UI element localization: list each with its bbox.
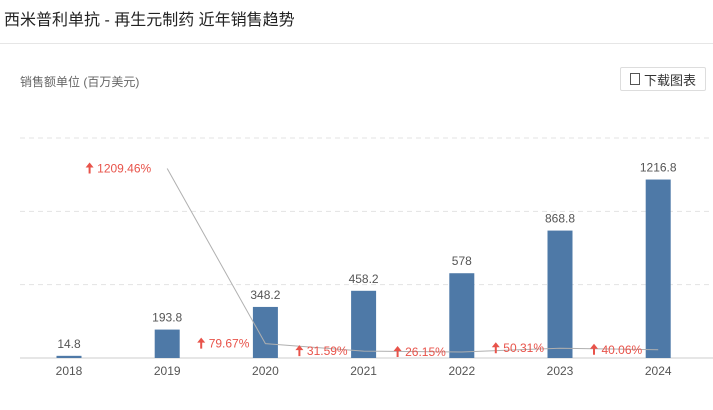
bar xyxy=(154,329,180,358)
arrow-up-icon xyxy=(491,342,500,354)
growth-label: 1209.46% xyxy=(97,162,151,176)
growth-label: 79.67% xyxy=(209,337,250,351)
x-tick-label: 2024 xyxy=(645,364,672,378)
growth-label: 40.06% xyxy=(601,343,642,357)
x-tick-label: 2019 xyxy=(154,364,181,378)
growth-label: 31.59% xyxy=(307,344,348,358)
bar xyxy=(351,290,377,358)
bar-value-label: 193.8 xyxy=(152,311,182,325)
bar xyxy=(252,306,278,358)
page-title: 西米普利单抗 - 再生元制药 近年销售趋势 xyxy=(4,12,295,29)
bar-value-label: 578 xyxy=(452,254,472,268)
growth-label: 26.15% xyxy=(405,345,446,359)
arrow-up-icon xyxy=(295,345,304,357)
x-tick-label: 2018 xyxy=(56,364,83,378)
bar xyxy=(449,273,475,358)
x-tick-label: 2021 xyxy=(350,364,377,378)
unit-label: 销售额单位 (百万美元) xyxy=(20,75,140,89)
growth-label: 50.31% xyxy=(503,341,544,355)
bar-value-label: 14.8 xyxy=(57,337,81,351)
document-icon xyxy=(629,73,640,85)
x-tick-label: 2022 xyxy=(448,364,475,378)
bar-value-label: 1216.8 xyxy=(640,161,677,175)
arrow-up-icon xyxy=(393,345,402,357)
bar-value-label: 458.2 xyxy=(349,272,379,286)
x-tick-label: 2020 xyxy=(252,364,279,378)
arrow-up-icon xyxy=(590,343,598,355)
x-tick-label: 2023 xyxy=(547,364,574,378)
divider xyxy=(0,43,713,44)
download-chart-button[interactable]: 下载图表 xyxy=(620,67,706,91)
growth-line xyxy=(166,168,659,353)
bar xyxy=(56,355,82,358)
download-label: 下载图表 xyxy=(643,72,696,88)
bar xyxy=(547,230,573,358)
bar-value-label: 868.8 xyxy=(545,212,575,226)
arrow-up-icon xyxy=(197,337,206,349)
bar xyxy=(645,179,671,358)
arrow-up-icon xyxy=(85,162,94,174)
bar-value-label: 348.2 xyxy=(250,288,280,302)
